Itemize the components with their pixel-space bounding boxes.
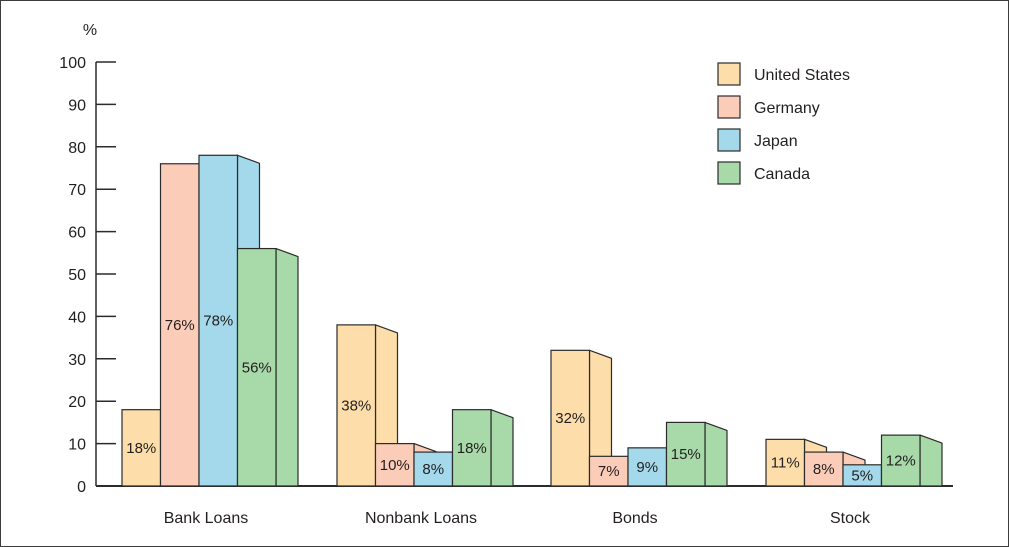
- y-axis-label: %: [83, 22, 97, 39]
- legend-swatch: [717, 95, 741, 119]
- y-tick-label: 0: [77, 479, 86, 496]
- data-label: 5%: [851, 467, 873, 484]
- bar: [121, 409, 162, 487]
- bar: [198, 154, 239, 487]
- bar: [803, 451, 844, 487]
- data-label: 56%: [242, 359, 272, 376]
- data-label: 76%: [165, 317, 195, 334]
- data-label: 18%: [126, 440, 156, 457]
- x-category-label: Bonds: [612, 510, 657, 527]
- y-tick-label: 80: [68, 140, 86, 157]
- x-category-label: Bank Loans: [164, 510, 249, 527]
- bar-side: [490, 409, 514, 487]
- data-label: 10%: [380, 457, 410, 474]
- bar: [374, 443, 415, 487]
- data-label: 15%: [671, 446, 701, 463]
- data-label: 7%: [598, 463, 620, 480]
- legend-label: Germany: [754, 100, 820, 117]
- y-tick-label: 40: [68, 309, 86, 326]
- y-tick-label: 10: [68, 437, 86, 454]
- bar: [413, 451, 454, 487]
- y-tick-label: 30: [68, 352, 86, 369]
- bar: [236, 247, 277, 487]
- bars: 18% 76% 78% 56% 38% 10% 8% 18% 32% 7% 9% 15% 11% 8% 5%…: [121, 154, 943, 487]
- data-label: 12%: [886, 453, 916, 470]
- bar: [550, 349, 591, 487]
- legend: United States Germany Japan Canada: [717, 62, 850, 185]
- data-label: 38%: [341, 397, 371, 414]
- legend-label: United States: [754, 67, 850, 84]
- data-label: 8%: [422, 461, 444, 478]
- data-label: 8%: [813, 461, 835, 478]
- legend-label: Canada: [754, 166, 810, 183]
- data-label: 78%: [203, 313, 233, 330]
- bar-side: [275, 247, 299, 487]
- bar-side: [919, 434, 943, 487]
- legend-swatch: [717, 161, 741, 185]
- x-category-label: Stock: [830, 510, 871, 527]
- y-tick-label: 60: [68, 225, 86, 242]
- data-label: 9%: [636, 459, 658, 476]
- y-tick-label: 90: [68, 97, 86, 114]
- data-label: 11%: [771, 455, 800, 472]
- y-tick-label: 20: [68, 394, 86, 411]
- x-category-label: Nonbank Loans: [365, 510, 477, 527]
- bar: [336, 324, 377, 487]
- axes: % 0 10 20 30 40 50 60 70 80 90 100 Bank Loans Nonbank…: [59, 22, 953, 527]
- bar: [451, 409, 492, 487]
- bar: [159, 163, 200, 487]
- bar-side: [704, 421, 728, 487]
- data-label: 18%: [457, 440, 487, 457]
- legend-swatch: [717, 128, 741, 152]
- y-tick-label: 100: [59, 55, 86, 72]
- legend-label: Japan: [754, 133, 798, 150]
- y-tick-label: 70: [68, 182, 86, 199]
- bar: [880, 434, 921, 487]
- legend-swatch: [717, 62, 741, 86]
- y-tick-label: 50: [68, 267, 86, 284]
- bar: [665, 421, 706, 487]
- bar: [765, 438, 806, 487]
- data-label: 32%: [555, 410, 585, 427]
